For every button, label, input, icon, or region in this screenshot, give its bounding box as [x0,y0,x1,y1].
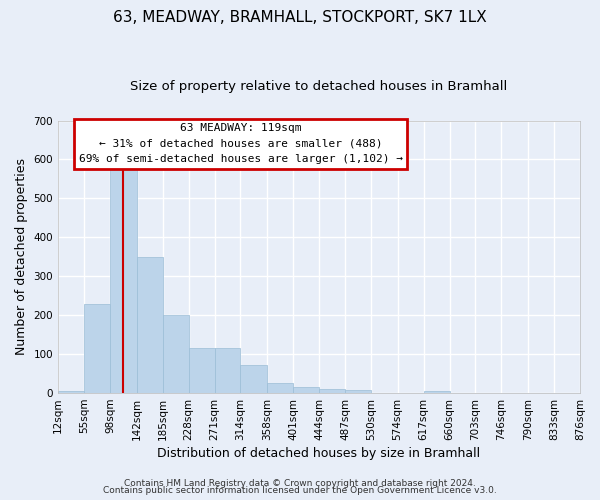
Bar [137,257,163,393]
Text: 63, MEADWAY, BRAMHALL, STOCKPORT, SK7 1LX: 63, MEADWAY, BRAMHALL, STOCKPORT, SK7 1L… [113,10,487,25]
Bar [267,383,293,393]
Text: 63 MEADWAY: 119sqm
← 31% of detached houses are smaller (488)
69% of semi-detach: 63 MEADWAY: 119sqm ← 31% of detached hou… [79,124,403,164]
Title: Size of property relative to detached houses in Bramhall: Size of property relative to detached ho… [130,80,508,93]
Bar [163,315,188,393]
Text: Contains public sector information licensed under the Open Government Licence v3: Contains public sector information licen… [103,486,497,495]
X-axis label: Distribution of detached houses by size in Bramhall: Distribution of detached houses by size … [157,447,481,460]
Bar [293,387,319,393]
Y-axis label: Number of detached properties: Number of detached properties [15,158,28,356]
Bar [345,390,371,393]
Bar [188,348,215,393]
Bar [424,391,449,393]
Bar [110,168,137,393]
Bar [319,389,345,393]
Bar [58,391,84,393]
Bar [215,348,241,393]
Bar [84,304,110,393]
Text: Contains HM Land Registry data © Crown copyright and database right 2024.: Contains HM Land Registry data © Crown c… [124,478,476,488]
Bar [241,365,267,393]
